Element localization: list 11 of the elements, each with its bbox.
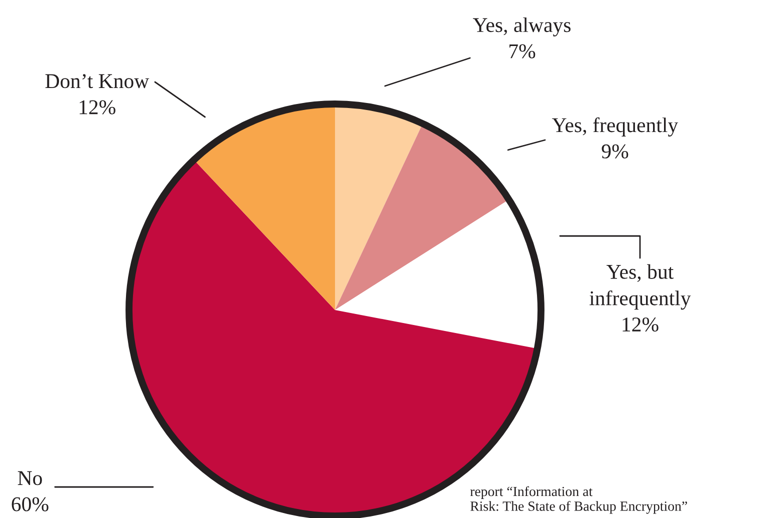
data-label: 9% (602, 144, 628, 158)
slice-label: Yes, always (472, 17, 571, 36)
slice-label: Don’t Know (45, 74, 150, 88)
data-label: 12% (80, 100, 116, 114)
data-label: 7% (509, 44, 536, 58)
slice-label: Yes, but infrequently (590, 264, 691, 310)
slice-label: No (18, 471, 42, 486)
data-label: 12% (622, 317, 658, 332)
slice-label: Yes, frequently (552, 117, 678, 137)
data-label: 60% (12, 497, 48, 512)
text: report “Information at Risk: The State of Backup Encryption” (470, 486, 688, 514)
